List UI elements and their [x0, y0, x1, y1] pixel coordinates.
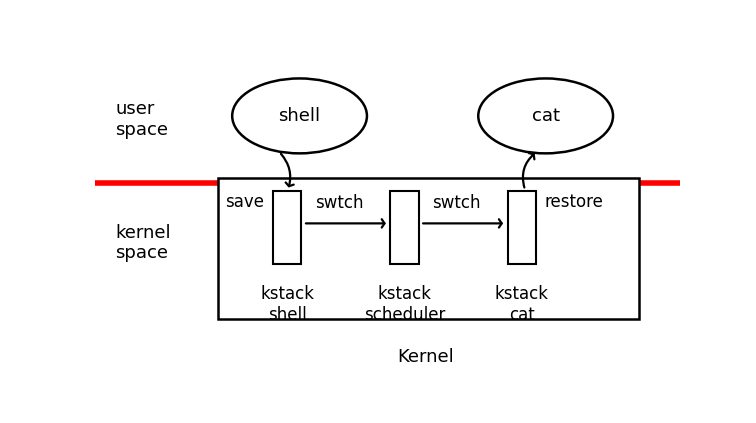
Text: swtch: swtch [315, 194, 364, 212]
Text: kstack
cat: kstack cat [494, 285, 549, 324]
Bar [390, 191, 419, 264]
Bar [507, 191, 536, 264]
Text: user
space: user space [115, 100, 168, 139]
Ellipse shape [232, 78, 367, 154]
Text: swtch: swtch [432, 194, 481, 212]
Text: shell: shell [278, 107, 321, 125]
Text: cat: cat [531, 107, 559, 125]
Text: kstack
shell: kstack shell [260, 285, 314, 324]
Text: save: save [225, 193, 264, 211]
Text: kstack
scheduler: kstack scheduler [364, 285, 445, 324]
Text: Kernel: Kernel [397, 348, 454, 366]
Ellipse shape [479, 78, 613, 154]
Bar [218, 178, 640, 319]
Text: restore: restore [544, 193, 603, 211]
Bar [273, 191, 302, 264]
Text: kernel
space: kernel space [115, 223, 171, 262]
